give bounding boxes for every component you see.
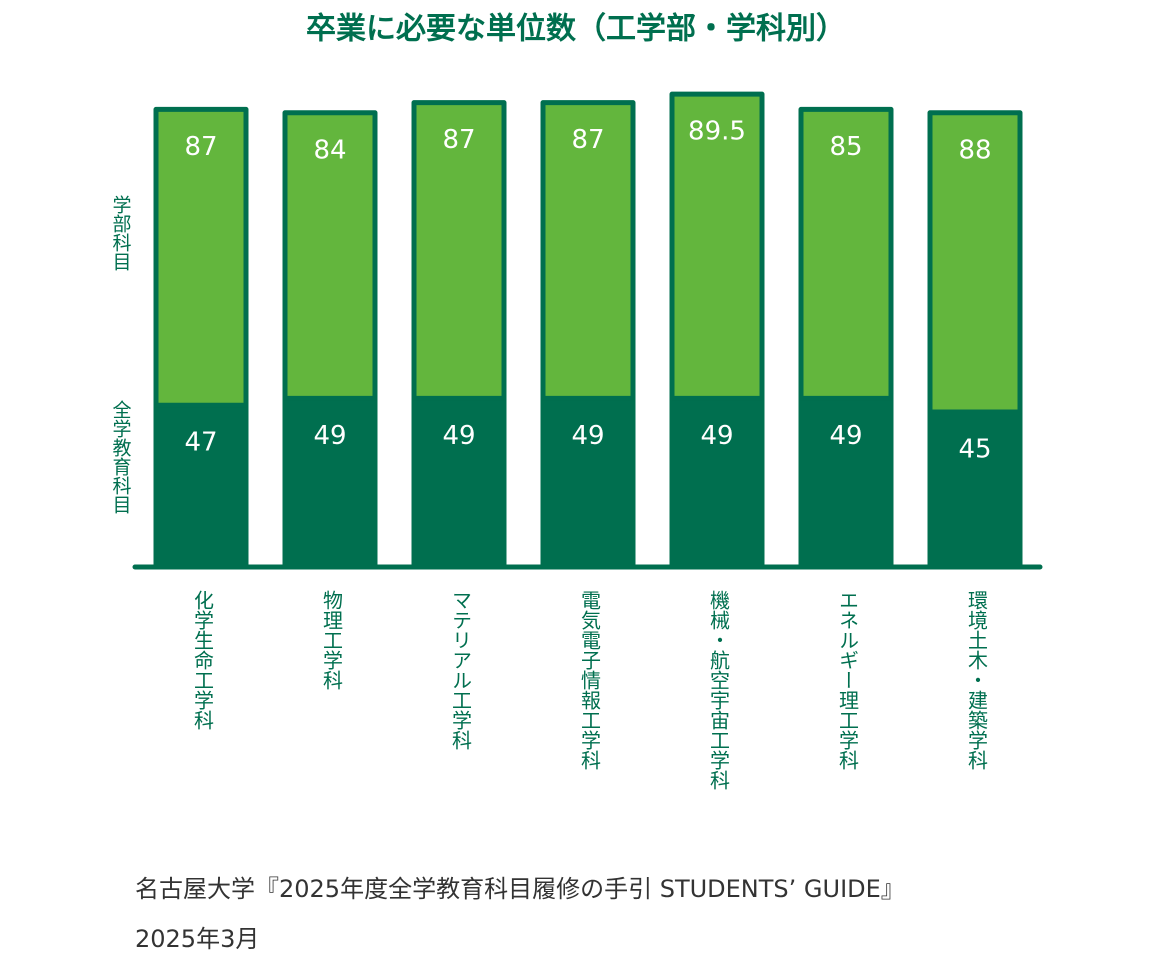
chart-title: 卒業に必要な単位数（工学部・学科別） (306, 12, 846, 47)
bar-segment (282, 110, 378, 401)
x-tick-label: 物理工学科 (320, 590, 344, 690)
value-label: 85 (829, 132, 862, 162)
source-date: 2025年3月 (135, 925, 259, 953)
bar-segment (411, 395, 507, 568)
value-label: 87 (571, 125, 604, 155)
bar-segment (798, 106, 894, 401)
value-label: 84 (313, 135, 346, 165)
x-tick-label: マテリアル工学科 (449, 590, 473, 750)
x-tick-label: 化学生命工学科 (191, 590, 215, 730)
value-label: 47 (184, 428, 217, 458)
value-label: 87 (184, 132, 217, 162)
value-label: 49 (313, 421, 346, 451)
value-label: 49 (442, 421, 475, 451)
bar-segment (540, 395, 636, 568)
value-label: 89.5 (688, 117, 746, 147)
bar-segment (153, 402, 249, 568)
value-label: 49 (829, 421, 862, 451)
legend-label: 全学教育科目 (110, 400, 132, 514)
bar-segment (411, 100, 507, 401)
x-tick-label: 電気電子情報工学科 (578, 590, 602, 770)
x-tick-label: 環境土木・建築学科 (965, 590, 989, 770)
bar-segment (153, 106, 249, 408)
x-tick-label: 機械・航空宇宙工学科 (707, 590, 731, 790)
bar-segment (669, 91, 765, 401)
value-label: 88 (958, 135, 991, 165)
value-label: 49 (700, 421, 733, 451)
bar-segment (540, 100, 636, 401)
bar-segment (927, 110, 1023, 415)
x-tick-label: エネルギー理工学科 (836, 590, 860, 770)
value-label: 45 (958, 435, 991, 465)
legend-label: 学部科目 (110, 195, 132, 271)
source: 名古屋大学『2025年度全学教育科目履修の手引 STUDENTS’ GUIDE』 (135, 875, 905, 903)
bar-segment (669, 395, 765, 568)
bar-segment (798, 395, 894, 568)
bar-segment (927, 409, 1023, 568)
value-label: 49 (571, 421, 604, 451)
value-label: 87 (442, 125, 475, 155)
